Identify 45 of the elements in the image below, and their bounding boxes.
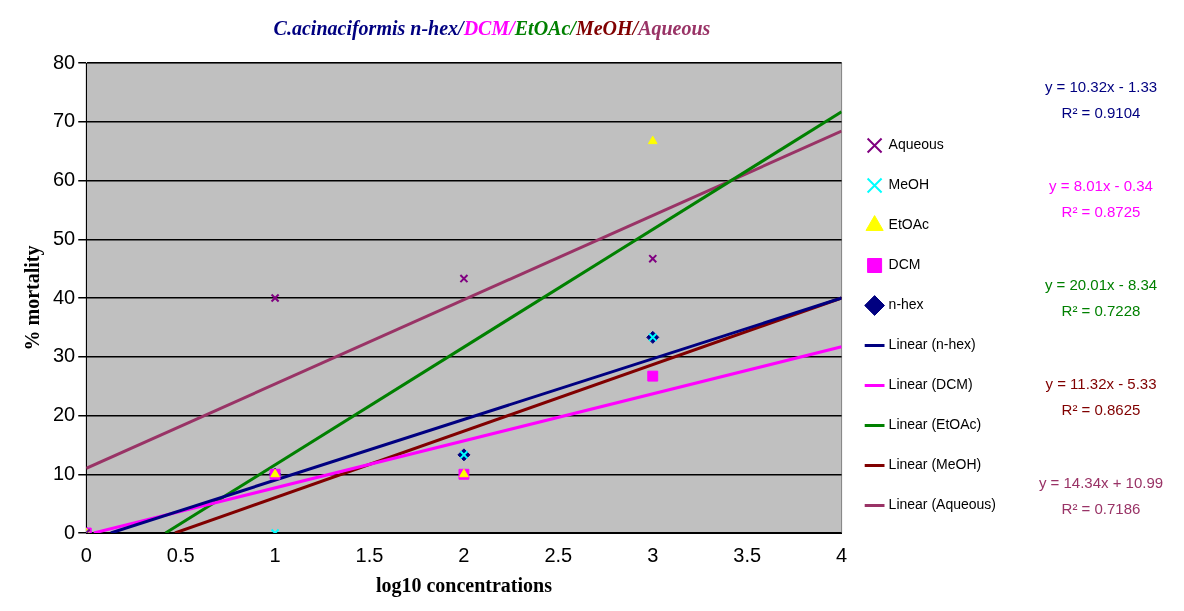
legend-label: EtOAc — [888, 216, 930, 233]
legend-label: n-hex — [888, 296, 924, 313]
point — [270, 293, 280, 303]
legend-label: Linear (EtOAc) — [888, 416, 982, 433]
y-tick-label: 70 — [53, 109, 76, 132]
text: R² = 0.8625 — [1061, 401, 1141, 419]
y-tick-label: 80 — [53, 50, 76, 73]
text: y = 10.32x - 1.33 — [1044, 78, 1158, 96]
x-tick-label: 0 — [80, 543, 92, 566]
legend-label: Aqueous — [888, 136, 944, 153]
text: R² = 0.8725 — [1061, 203, 1141, 221]
text: y = 20.01x - 8.34 — [1044, 276, 1158, 294]
legend-label: Linear (Aqueous) — [888, 496, 997, 513]
x-tick-label: 3 — [647, 543, 659, 566]
point — [648, 254, 658, 264]
legend-label: MeOH — [888, 176, 930, 193]
x-tick-label: 2 — [458, 543, 470, 566]
x-tick-label: 1.5 — [355, 543, 384, 566]
legend-label: Linear (DCM) — [888, 376, 973, 393]
point — [459, 274, 469, 284]
y-tick-label: 20 — [53, 403, 76, 426]
y-tick-label: 0 — [64, 520, 76, 543]
y-tick-label: 40 — [53, 285, 76, 308]
x-tick-label: 4 — [836, 543, 848, 566]
y-tick-label: 30 — [53, 344, 76, 367]
legend-label: Linear (n-hex) — [888, 336, 976, 353]
x-tick-label: 2.5 — [544, 543, 573, 566]
y-tick-label: 60 — [53, 168, 76, 191]
text: y = 11.32x - 5.33 — [1045, 375, 1157, 393]
legend-label: DCM — [888, 256, 921, 273]
y-tick-label: 10 — [53, 461, 76, 484]
y-tick-label: 50 — [53, 226, 76, 249]
x-tick-label: 3.5 — [733, 543, 762, 566]
x-axis-title: log10 concentrations — [375, 574, 553, 598]
x-tick-label: 1 — [269, 543, 281, 566]
chart-title: C.acinaciformis n-hex/DCM/EtOAc/MeOH/Aqueous — [273, 17, 711, 39]
text: y = 8.01x - 0.34 — [1049, 177, 1153, 195]
x-tick-label: 0.5 — [166, 543, 195, 566]
text: y = 14.34x + 10.99 — [1038, 474, 1164, 492]
legend-label: Linear (MeOH) — [888, 456, 982, 473]
text: R² = 0.7228 — [1061, 302, 1141, 320]
text: R² = 0.7186 — [1061, 500, 1141, 518]
point — [647, 370, 659, 382]
text: R² = 0.9104 — [1061, 104, 1141, 122]
y-axis-title: % mortality — [21, 245, 45, 351]
